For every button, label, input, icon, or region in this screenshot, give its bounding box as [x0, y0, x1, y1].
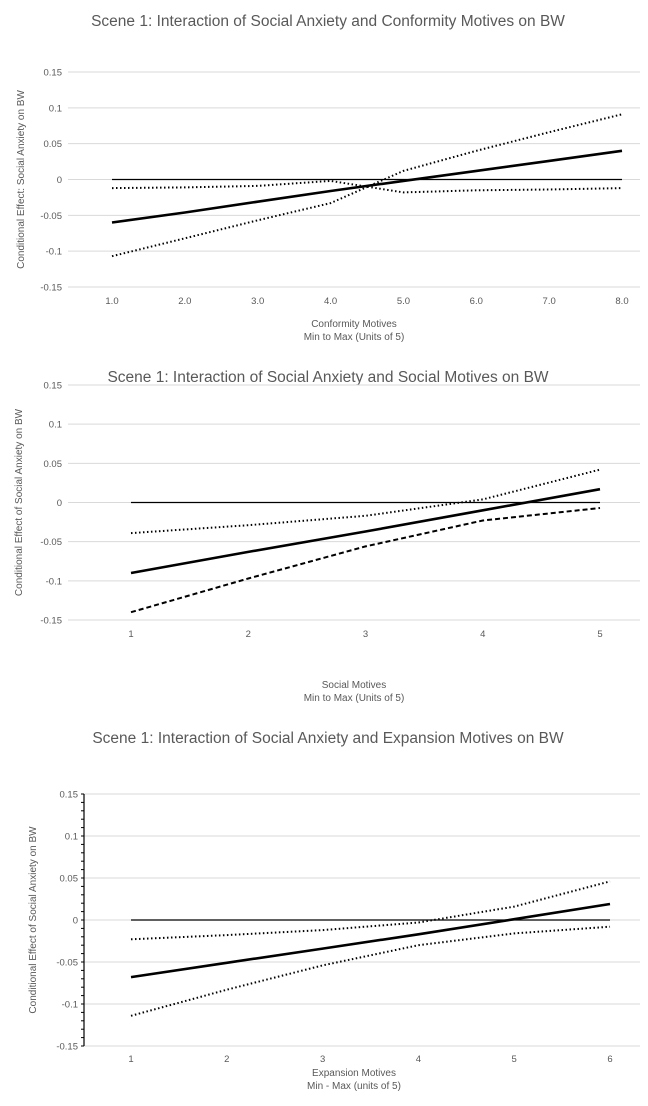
- y-tick-label: -0.1: [46, 576, 62, 587]
- x-tick-label: 4.0: [324, 296, 337, 307]
- y-axis-label: Conditional Effect: Social Anxiety on BW: [16, 90, 27, 269]
- y-tick-label: -0.1: [62, 1000, 78, 1011]
- x-tick-label: 3.0: [251, 296, 264, 307]
- x-tick-label: 6.0: [470, 296, 483, 307]
- x-axis-label: Social Motives: [321, 680, 387, 691]
- y-tick-label: 0.15: [60, 790, 79, 801]
- confidence-bound-line-2: [111, 113, 623, 258]
- x-axis-sublabel: Min - Max (units of 5): [307, 1081, 401, 1092]
- chart-svg: 0.15 0.1 0.05 0 -0.05 -0.1 -0.15 1 2 3 4 5 Condition…: [14, 381, 640, 640]
- confidence-bound-line-3: [111, 179, 623, 194]
- y-tick-label: 0.1: [49, 103, 62, 114]
- y-tick-label: 0: [57, 175, 62, 186]
- y-tick-label: 0.15: [44, 381, 63, 392]
- conditional-effect-line-1: [130, 902, 611, 979]
- y-tick-label: -0.05: [56, 958, 78, 969]
- y-tick-label: 0: [73, 916, 78, 927]
- y-tick-label: -0.1: [46, 247, 62, 258]
- y-tick-label: 0.05: [44, 139, 63, 150]
- y-tick-label: 0.1: [49, 420, 62, 431]
- x-axis-sublabel: Min to Max (Units of 5): [303, 693, 405, 704]
- chart-panel-social: Scene 1: Interaction of Social Anxiety a…: [0, 360, 648, 722]
- chart-title: Scene 1: Interaction of Social Anxiety a…: [91, 13, 565, 30]
- y-tick-label: 0.1: [65, 832, 78, 843]
- y-tick-label: 0: [57, 498, 62, 509]
- confidence-bound-line-3: [130, 880, 611, 941]
- y-tick-label: 0.15: [44, 68, 63, 79]
- x-axis-label: Conformity Motives: [311, 319, 397, 330]
- x-tick-label: 1: [128, 1054, 133, 1065]
- confidence-bound-line-2: [130, 925, 611, 1017]
- x-tick-label: 7.0: [543, 296, 556, 307]
- x-tick-label: 1: [128, 629, 133, 640]
- x-tick-label: 4: [416, 1054, 421, 1065]
- x-tick-label: 4: [480, 629, 485, 640]
- y-tick-label: -0.15: [40, 283, 62, 294]
- chart-title: Scene 1: Interaction of Social Anxiety a…: [107, 369, 549, 386]
- x-tick-label: 5.0: [397, 296, 410, 307]
- x-tick-label: 8.0: [615, 296, 628, 307]
- chart-svg: 0.15 0.1 0.05 0 -0.05 -0.1 -0.15 1.0 2.0 3.0 4.0 5.…: [16, 68, 640, 307]
- x-tick-label: 2.0: [178, 296, 191, 307]
- x-axis-sublabel: Min to Max (Units of 5): [303, 332, 405, 343]
- chart-panel-conformity: Scene 1: Interaction of Social Anxiety a…: [0, 0, 648, 360]
- x-tick-label: 3: [363, 629, 368, 640]
- x-tick-label: 5: [512, 1054, 517, 1065]
- y-tick-label: 0.05: [60, 874, 79, 885]
- x-tick-label: 3: [320, 1054, 325, 1065]
- y-axis-label: Conditional Effect of Social Anxiety on …: [14, 408, 25, 596]
- x-tick-label: 2: [246, 629, 251, 640]
- conditional-effect-line-1: [130, 487, 601, 575]
- y-tick-label: -0.15: [56, 1042, 78, 1053]
- y-tick-label: -0.05: [40, 537, 62, 548]
- y-tick-label: -0.05: [40, 211, 62, 222]
- chart-title: Scene 1: Interaction of Social Anxiety a…: [92, 730, 564, 747]
- x-tick-label: 2: [224, 1054, 229, 1065]
- chart-panel-expansion: Scene 1: Interaction of Social Anxiety a…: [0, 722, 648, 1106]
- confidence-bound-line-3: [130, 507, 601, 614]
- x-tick-label: 6: [607, 1054, 612, 1065]
- x-tick-label: 1.0: [105, 296, 118, 307]
- x-tick-label: 5: [597, 629, 602, 640]
- y-tick-label: -0.15: [40, 616, 62, 627]
- x-axis-label: Expansion Motives: [312, 1068, 396, 1079]
- y-axis-label: Conditional Effect of Social Anxiety on …: [28, 826, 39, 1014]
- y-tick-label: 0.05: [44, 459, 63, 470]
- chart-svg: 0.15 0.1 0.05 0 -0.05 -0.1 -0.15 1 2 3 4 5 6 Conditio…: [28, 790, 640, 1065]
